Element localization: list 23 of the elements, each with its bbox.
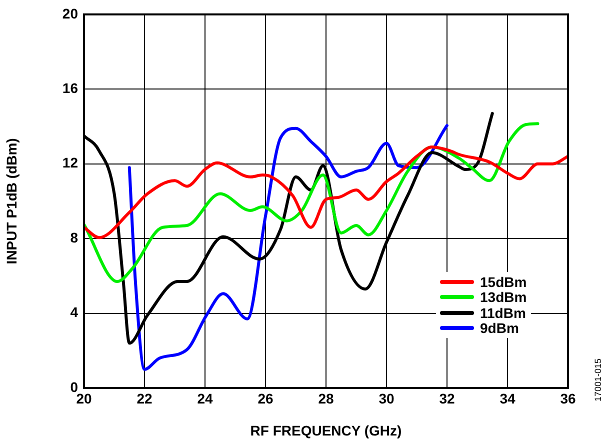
legend-label: 15dBm <box>480 274 527 290</box>
y-tick-label: 0 <box>70 378 78 395</box>
y-tick-label: 12 <box>62 154 78 171</box>
y-tick-label: 20 <box>62 5 78 22</box>
x-tick-label: 26 <box>258 390 274 406</box>
line-series <box>128 124 448 371</box>
y-tick-label: 8 <box>70 229 78 246</box>
x-tick-label: 36 <box>560 390 576 406</box>
x-tick-label: 24 <box>197 390 213 406</box>
x-tick-label: 34 <box>500 390 516 406</box>
y-tick-label: 16 <box>62 80 78 96</box>
line-series <box>84 146 568 240</box>
x-tick-label: 28 <box>318 390 334 406</box>
x-tick-label: 22 <box>136 390 152 406</box>
y-tick-label: 4 <box>70 304 78 320</box>
legend-label: 13dBm <box>480 289 527 306</box>
x-axis-title: RF FREQUENCY (GHz) <box>250 422 402 438</box>
legend-label: 11dBm <box>480 304 526 321</box>
legend-label: 9dBm <box>480 320 519 336</box>
x-tick-label: 30 <box>378 390 394 406</box>
x-tick-label: 32 <box>439 390 455 406</box>
text: 17001-015 <box>593 358 603 402</box>
y-axis-title: INPUT P1dB (dBm) <box>3 138 20 264</box>
